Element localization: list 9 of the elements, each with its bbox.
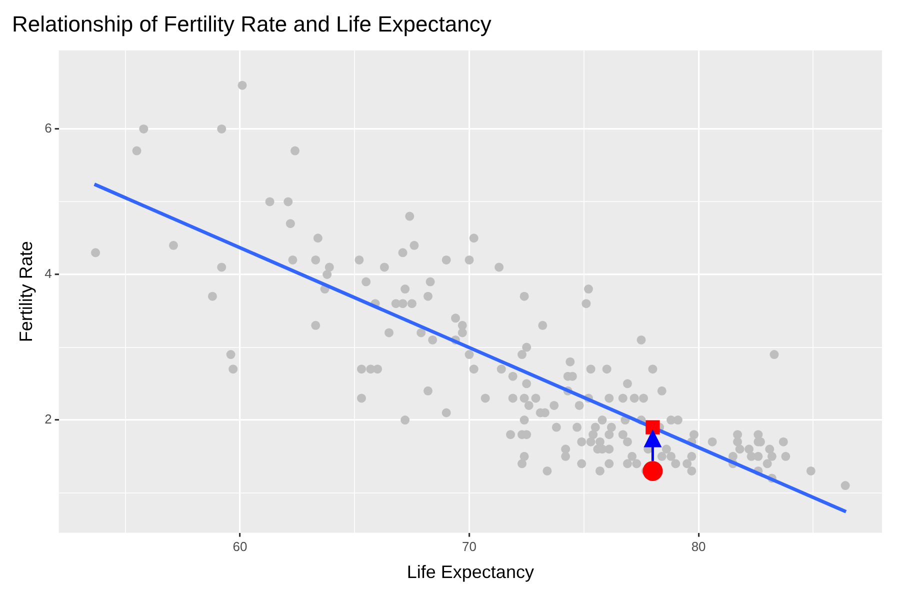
y-tick-label: 6 <box>44 120 52 136</box>
x-axis-title: Life Expectancy <box>406 562 534 582</box>
x-tick-label: 70 <box>462 539 477 554</box>
y-tick-label: 2 <box>44 412 52 427</box>
x-tick-label: 60 <box>232 539 248 554</box>
y-tick-label: 4 <box>44 266 52 282</box>
chart-title: Relationship of Fertility Rate and Life Expectancy <box>12 11 492 36</box>
x-tick-label: 80 <box>691 539 706 554</box>
y-axis-title: Fertility Rate <box>16 241 36 342</box>
